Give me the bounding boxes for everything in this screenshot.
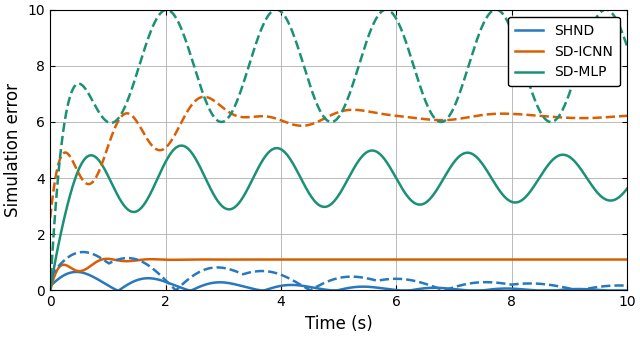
SHND — [46, 284, 54, 288]
SD-ICNN — [623, 257, 631, 262]
SD-MLP — [292, 168, 300, 172]
SD-ICNN — [612, 257, 620, 262]
Legend: SHND, SD-ICNN, SD-MLP: SHND, SD-ICNN, SD-MLP — [508, 17, 620, 86]
SHND — [612, 288, 620, 293]
SD-MLP — [112, 190, 120, 194]
Line: SD-MLP: SD-MLP — [50, 146, 627, 290]
Line: SD-ICNN: SD-ICNN — [50, 259, 627, 290]
SD-MLP — [46, 288, 54, 293]
SD-ICNN — [268, 257, 275, 262]
SHND — [113, 288, 121, 293]
SD-ICNN — [550, 257, 557, 262]
SD-MLP — [177, 144, 185, 148]
SD-MLP — [623, 187, 631, 191]
SD-ICNN — [46, 288, 54, 293]
SD-ICNN — [113, 258, 120, 262]
SHND — [268, 286, 276, 290]
SD-MLP — [147, 192, 154, 196]
X-axis label: Time (s): Time (s) — [305, 315, 372, 333]
SHND — [147, 276, 154, 280]
SHND — [293, 283, 301, 287]
SHND — [113, 288, 120, 292]
SHND — [623, 288, 631, 293]
SHND — [550, 288, 558, 293]
SD-ICNN — [103, 257, 111, 261]
SD-MLP — [550, 157, 557, 161]
SHND — [72, 270, 80, 274]
SD-ICNN — [292, 257, 300, 262]
Line: SHND: SHND — [50, 272, 627, 290]
SD-ICNN — [147, 257, 154, 261]
SD-MLP — [612, 197, 620, 201]
Y-axis label: Simulation error: Simulation error — [4, 83, 22, 217]
SD-MLP — [268, 148, 275, 152]
